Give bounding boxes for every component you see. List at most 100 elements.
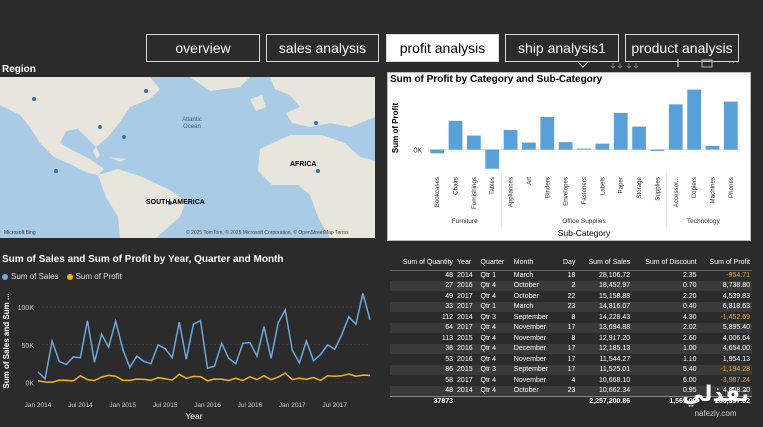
table-row[interactable]: 48 2014 Qtr 1 March 18 28,106.72 2.35 -954.71: [390, 270, 752, 281]
tab-product-analysis[interactable]: product analysis: [625, 34, 739, 62]
table-cell: Qtr 3: [480, 313, 497, 321]
table-row[interactable]: 58 2017 Qtr 4 November 4 10,668.10 6.00 -3,987.…: [390, 375, 752, 386]
category-tick-label: Fasteners: [581, 177, 588, 205]
column-header[interactable]: Year: [455, 255, 479, 271]
table-row[interactable]: 86 2015 Qtr 3 September 17 11,525.01 5.40 -1,19…: [390, 364, 752, 375]
drill-down-icon[interactable]: [576, 60, 590, 70]
table-row[interactable]: 49 2017 Qtr 4 October 22 15,158.88 2.20 4,539.8…: [390, 291, 752, 302]
table-cell: 18: [567, 272, 576, 279]
table-cell: October: [513, 292, 539, 300]
table-cell: 6,818.63: [698, 301, 752, 312]
region-title: Region: [2, 64, 36, 75]
table-cell: Qtr 4: [478, 280, 512, 291]
column-header[interactable]: Quarter: [478, 255, 512, 271]
table-cell: 2015: [457, 334, 473, 342]
table-cell: 2017: [455, 322, 479, 333]
table-cell: -954.71: [726, 272, 750, 279]
table-row[interactable]: 113 2015 Qtr 4 November 8 12,917.20 2.60 4,006.…: [390, 333, 752, 344]
map-attribution[interactable]: © 2025 TomTom, © 2025 Microsoft Corporat…: [186, 230, 349, 236]
legend-profit-label: Sum of Profit: [75, 272, 122, 281]
category-bar: [522, 142, 536, 150]
table-row[interactable]: 64 2017 Qtr 4 November 17 13,694.88 2.02 5,895.…: [390, 322, 752, 333]
table-cell: October: [511, 385, 558, 396]
category-tick-label: Binders: [544, 177, 551, 198]
column-header[interactable]: Sum of Sales: [577, 255, 633, 271]
legend-profit-dot: [66, 273, 73, 280]
table-cell: Qtr 4: [480, 355, 497, 363]
table-cell: 48: [390, 385, 456, 396]
line-x-tick: Jan 2014: [25, 402, 52, 409]
table-cell: [478, 395, 512, 407]
table-cell: Qtr 4: [478, 343, 512, 354]
table-cell: 5.40: [632, 364, 699, 375]
category-group-label: Technology: [687, 218, 721, 225]
tab-profit-analysis[interactable]: profit analysis: [386, 34, 499, 62]
nafezly-watermark: نفذلي nafezly.com: [668, 381, 763, 427]
table-cell: 17: [557, 322, 578, 333]
table-cell: [557, 395, 578, 407]
table-cell: 8,738.80: [698, 280, 752, 291]
table-cell: 2016: [455, 343, 479, 354]
category-y-tick: 0K: [413, 148, 422, 155]
table-cell: March: [511, 301, 558, 312]
column-header[interactable]: Sum of Discount: [632, 255, 699, 271]
legend-sales[interactable]: Sum of Sales: [2, 272, 59, 281]
table-row[interactable]: 33 2017 Qtr 1 March 23 14,816.07 0.40 6,818.63: [390, 301, 752, 312]
table-cell: 38: [390, 343, 456, 354]
tab-ship-analysis1[interactable]: ship analysis1: [505, 34, 619, 62]
table-row[interactable]: 27 2016 Qtr 4 October 2 18,452.97 0.70 8,738.80: [390, 280, 752, 291]
table-cell: 8: [571, 334, 576, 342]
profit-by-category-chart[interactable]: Sum of Profit by Category and Sub-Catego…: [387, 72, 751, 241]
line-x-tick: Jan 2016: [194, 402, 221, 409]
category-group-label: Office Supplies: [562, 218, 606, 225]
table-cell: 2,257,200.86: [577, 395, 633, 407]
column-header[interactable]: Day: [557, 255, 578, 271]
table-cell: 6.00: [682, 376, 697, 384]
table-cell: 1.10: [682, 355, 697, 363]
table-cell: 112: [441, 313, 454, 321]
filter-icon[interactable]: [676, 58, 684, 68]
table-row[interactable]: 38 2016 Qtr 4 December 17 12,185.13 1.00 4,654.…: [390, 343, 752, 354]
category-bar: [467, 135, 481, 150]
table-row[interactable]: 48 2014 Qtr 4 October 23 10,662.34 0.95 4,808.2…: [390, 385, 752, 396]
watermark-arabic: نفذلي: [681, 382, 750, 407]
table-row[interactable]: 112 2014 Qtr 3 September 8 14,228.43 4.30 -1,45…: [390, 312, 752, 323]
table-cell: -1,194.28: [698, 364, 752, 375]
table-total-row[interactable]: 37873 2,257,200.86 1,561.09 286,397.02: [390, 395, 752, 407]
category-bar: [540, 116, 555, 150]
column-header[interactable]: Month: [511, 255, 558, 271]
category-bar: [503, 130, 518, 150]
column-header[interactable]: Sum of Profit: [698, 255, 752, 271]
table-cell: October: [511, 280, 558, 291]
expand-icon[interactable]: [610, 62, 638, 70]
table-row[interactable]: 53 2016 Qtr 4 November 17 11,544.27 1.10 1,954.…: [390, 354, 752, 365]
table-cell: 2016: [455, 280, 479, 291]
line-y-tick: 0K: [25, 381, 34, 388]
table-cell: 53: [445, 355, 454, 363]
category-chart-svg: 0K Sum of Profit Bookcases Chairs Furnishing…: [391, 89, 740, 238]
legend-sales-dot: [2, 273, 8, 280]
category-bar: [723, 101, 738, 150]
table-cell: 2014: [457, 313, 473, 321]
table-cell: 11,525.01: [577, 364, 633, 375]
category-bar: [485, 149, 500, 169]
focus-mode-icon[interactable]: [700, 58, 714, 68]
tab-overview[interactable]: overview: [146, 34, 260, 62]
column-header[interactable]: Sum of Quantity: [390, 255, 456, 271]
sales-profit-line-chart[interactable]: 0K 50K 100K Sum of Sales and Sum ... Jan 201…: [0, 282, 380, 427]
category-tick-label: Appliances: [508, 177, 515, 207]
table-cell: 12,185.13: [577, 343, 633, 354]
tab-sales-analysis[interactable]: sales analysis: [266, 34, 379, 62]
category-y-axis-label: Sum of Profit: [391, 103, 400, 154]
table-cell: 17: [557, 364, 578, 375]
table-cell: Qtr 1: [480, 272, 497, 279]
category-tick-label: Accessor...: [673, 177, 680, 208]
region-map[interactable]: Atlantic Ocean AFRICA SOUTH AMERICA Micr…: [0, 77, 375, 238]
table-cell: 2014: [455, 385, 479, 396]
profit-detail-table[interactable]: Sum of Quantity Year Quarter Month Day Sum of…: [390, 255, 752, 415]
legend-profit[interactable]: Sum of Profit: [66, 272, 122, 281]
table-cell: 12,917.20: [599, 334, 631, 342]
more-options-icon[interactable]: ···: [728, 56, 739, 68]
table-cell: December: [511, 343, 558, 354]
category-tick-label: Bookcases: [434, 177, 441, 207]
